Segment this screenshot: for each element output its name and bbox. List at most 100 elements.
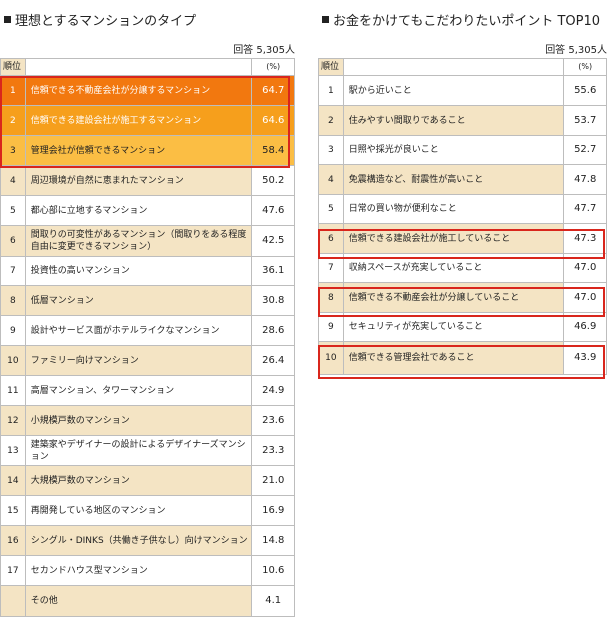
table-row: 4 周辺環境が自然に恵まれたマンション 50.2 bbox=[0, 165, 295, 196]
label-cell: 周辺環境が自然に恵まれたマンション bbox=[24, 165, 253, 196]
rank-cell: 4 bbox=[318, 164, 344, 195]
table-row: 3 日照や採光が良いこと 52.7 bbox=[318, 135, 607, 165]
rank-cell: 7 bbox=[0, 256, 26, 286]
rank-cell: 5 bbox=[318, 194, 344, 224]
table-row: 10 信頼できる管理会社であること 43.9 bbox=[318, 341, 607, 375]
label-cell: 収納スペースが充実していること bbox=[342, 253, 565, 283]
percent-cell: 26.4 bbox=[251, 345, 295, 376]
rank-cell: 9 bbox=[318, 312, 344, 342]
percent-cell: 47.0 bbox=[563, 282, 607, 313]
rank-cell: 8 bbox=[0, 285, 26, 316]
percent-cell: 53.7 bbox=[563, 105, 607, 136]
rank-cell bbox=[0, 585, 26, 617]
label-cell: 管理会社が信頼できるマンション bbox=[24, 135, 253, 166]
rank-header: 順位 bbox=[318, 58, 344, 76]
label-cell: セカンドハウス型マンション bbox=[24, 555, 253, 586]
right-title-text: お金をかけてもこだわりたいポイント TOP10 bbox=[333, 14, 601, 29]
left-panel-title: 理想とするマンションのタイプ bbox=[4, 10, 196, 29]
table-row: 4 免震構造など、耐震性が高いこと 47.8 bbox=[318, 164, 607, 195]
label-cell: 日常の買い物が便利なこと bbox=[342, 194, 565, 224]
rank-cell: 6 bbox=[0, 225, 26, 257]
label-cell: 再開発している地区のマンション bbox=[24, 495, 253, 526]
rank-header: 順位 bbox=[0, 58, 26, 76]
left-title-text: 理想とするマンションのタイプ bbox=[15, 14, 197, 29]
percent-cell: 24.9 bbox=[251, 375, 295, 406]
label-cell: 駅から近いこと bbox=[342, 75, 565, 106]
left-respondent-count: 回答 5,305人 bbox=[233, 45, 295, 56]
label-cell: 投資性の高いマンション bbox=[24, 256, 253, 286]
label-cell: 住みやすい間取りであること bbox=[342, 105, 565, 136]
label-cell: 低層マンション bbox=[24, 285, 253, 316]
percent-cell: 64.6 bbox=[251, 105, 295, 136]
table-row: 9 セキュリティが充実していること 46.9 bbox=[318, 312, 607, 342]
right-table-header: 順位 (%) bbox=[318, 58, 607, 76]
label-cell: セキュリティが充実していること bbox=[342, 312, 565, 342]
percent-cell: 47.8 bbox=[563, 164, 607, 195]
rank-cell: 1 bbox=[0, 75, 26, 106]
label-header bbox=[342, 58, 565, 76]
table-row: その他 4.1 bbox=[0, 585, 295, 617]
right-respondent-count: 回答 5,305人 bbox=[545, 45, 607, 56]
percent-cell: 47.3 bbox=[563, 223, 607, 254]
table-row: 13 建築家やデザイナーの設計によるデザイナーズマンション 23.3 bbox=[0, 435, 295, 466]
rank-cell: 5 bbox=[0, 195, 26, 226]
left-ranking-table: 順位 (%) 1 信頼できる不動産会社が分譲するマンション 64.7 2 信頼できる建設… bbox=[0, 58, 295, 617]
table-row: 1 駅から近いこと 55.6 bbox=[318, 75, 607, 106]
rank-cell: 11 bbox=[0, 375, 26, 406]
percent-cell: 43.9 bbox=[563, 341, 607, 375]
table-row: 7 投資性の高いマンション 36.1 bbox=[0, 256, 295, 286]
table-row: 15 再開発している地区のマンション 16.9 bbox=[0, 495, 295, 526]
percent-cell: 50.2 bbox=[251, 165, 295, 196]
label-cell: 日照や採光が良いこと bbox=[342, 135, 565, 165]
percent-cell: 28.6 bbox=[251, 315, 295, 346]
table-row: 3 管理会社が信頼できるマンション 58.4 bbox=[0, 135, 295, 166]
table-row: 12 小規模戸数のマンション 23.6 bbox=[0, 405, 295, 436]
rank-cell: 4 bbox=[0, 165, 26, 196]
label-cell: 信頼できる建設会社が施工していること bbox=[342, 223, 565, 254]
table-row: 8 低層マンション 30.8 bbox=[0, 285, 295, 316]
percent-cell: 42.5 bbox=[251, 225, 295, 257]
percent-cell: 47.6 bbox=[251, 195, 295, 226]
percent-cell: 10.6 bbox=[251, 555, 295, 586]
table-row: 14 大規模戸数のマンション 21.0 bbox=[0, 465, 295, 496]
rank-cell: 2 bbox=[318, 105, 344, 136]
label-cell: 大規模戸数のマンション bbox=[24, 465, 253, 496]
table-row: 8 信頼できる不動産会社が分譲していること 47.0 bbox=[318, 282, 607, 313]
percent-cell: 64.7 bbox=[251, 75, 295, 106]
label-cell: シングル・DINKS（共働き子供なし）向けマンション bbox=[24, 525, 253, 556]
table-row: 10 ファミリー向けマンション 26.4 bbox=[0, 345, 295, 376]
rank-cell: 2 bbox=[0, 105, 26, 136]
rank-cell: 3 bbox=[0, 135, 26, 166]
percent-cell: 14.8 bbox=[251, 525, 295, 556]
rank-cell: 7 bbox=[318, 253, 344, 283]
label-cell: 信頼できる建設会社が施工するマンション bbox=[24, 105, 253, 136]
percent-header: (%) bbox=[251, 58, 295, 76]
percent-cell: 16.9 bbox=[251, 495, 295, 526]
label-cell: 信頼できる不動産会社が分譲していること bbox=[342, 282, 565, 313]
rank-cell: 9 bbox=[0, 315, 26, 346]
table-row: 5 都心部に立地するマンション 47.6 bbox=[0, 195, 295, 226]
percent-header: (%) bbox=[563, 58, 607, 76]
label-cell: 高層マンション、タワーマンション bbox=[24, 375, 253, 406]
label-cell: 信頼できる管理会社であること bbox=[342, 341, 565, 375]
label-cell: 都心部に立地するマンション bbox=[24, 195, 253, 226]
rank-cell: 1 bbox=[318, 75, 344, 106]
rank-cell: 13 bbox=[0, 435, 26, 466]
label-cell: 設計やサービス面がホテルライクなマンション bbox=[24, 315, 253, 346]
table-row: 5 日常の買い物が便利なこと 47.7 bbox=[318, 194, 607, 224]
percent-cell: 55.6 bbox=[563, 75, 607, 106]
percent-cell: 30.8 bbox=[251, 285, 295, 316]
label-header bbox=[24, 58, 253, 76]
table-row: 6 間取りの可変性があるマンション（間取りをある程度自由に変更できるマンション） 4… bbox=[0, 225, 295, 257]
label-cell: 小規模戸数のマンション bbox=[24, 405, 253, 436]
label-cell: 信頼できる不動産会社が分譲するマンション bbox=[24, 75, 253, 106]
percent-cell: 21.0 bbox=[251, 465, 295, 496]
rank-cell: 15 bbox=[0, 495, 26, 526]
percent-cell: 4.1 bbox=[251, 585, 295, 617]
label-cell: 免震構造など、耐震性が高いこと bbox=[342, 164, 565, 195]
label-cell: 間取りの可変性があるマンション（間取りをある程度自由に変更できるマンション） bbox=[24, 225, 253, 257]
label-cell: その他 bbox=[24, 585, 253, 617]
percent-cell: 23.6 bbox=[251, 405, 295, 436]
percent-cell: 46.9 bbox=[563, 312, 607, 342]
table-row: 2 信頼できる建設会社が施工するマンション 64.6 bbox=[0, 105, 295, 136]
